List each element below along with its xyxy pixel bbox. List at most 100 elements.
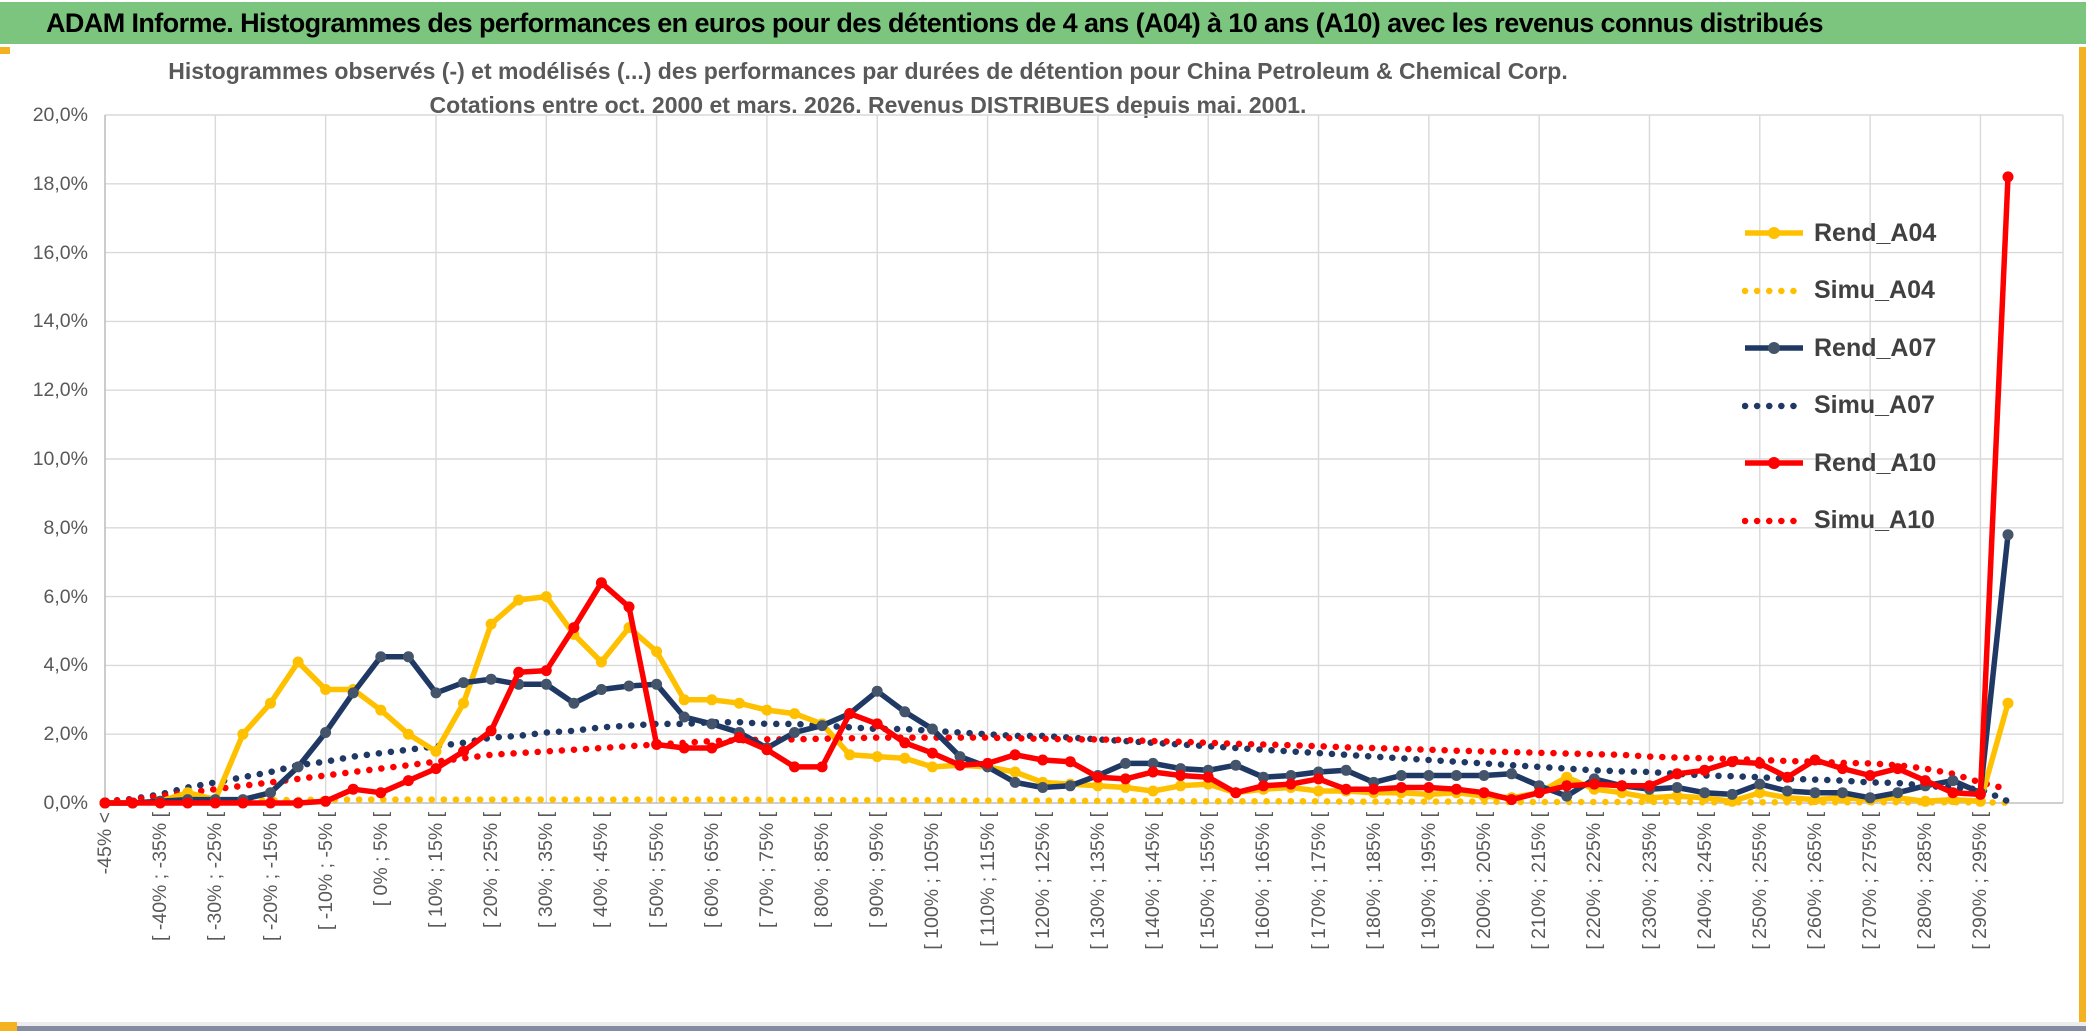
marker-Rend_A07 [1285, 770, 1297, 781]
marker-Rend_A07 [1561, 790, 1573, 802]
marker-Rend_A04 [844, 749, 856, 761]
x-tick-label: [ 200% ; 205% [ [1473, 812, 1495, 950]
marker-Rend_A10 [1037, 754, 1049, 766]
series-line-Rend_A07 [105, 534, 2011, 806]
marker-Rend_A07 [1781, 785, 1793, 797]
marker-Rend_A07 [816, 720, 828, 732]
marker-Rend_A10 [595, 577, 607, 589]
x-tick-label: [ 80% ; 85% [ [811, 812, 834, 928]
marker-Rend_A07 [568, 697, 580, 709]
marker-Rend_A04 [1147, 785, 1159, 797]
x-tick-label: [ -40% ; -35% [ [149, 812, 172, 941]
x-tick-label: [ 30% ; 35% [ [535, 812, 558, 928]
marker-Rend_A10 [265, 797, 276, 809]
y-tick-label: 10,0% [32, 448, 88, 470]
x-tick-label: [ 40% ; 45% [ [590, 812, 613, 928]
y-tick-label: 20,0% [32, 104, 88, 126]
legend-item-Simu_A04[interactable]: Simu_A04 [1742, 276, 1935, 306]
marker-Rend_A04 [789, 708, 800, 720]
marker-Rend_A10 [513, 666, 525, 678]
marker-Rend_A07 [1837, 787, 1848, 799]
legend-item-Simu_A10[interactable]: Simu_A10 [1742, 506, 1935, 536]
marker-Rend_A04 [1009, 766, 1021, 778]
marker-Rend_A10 [292, 797, 304, 809]
marker-Rend_A10 [1616, 780, 1628, 792]
marker-Rend_A10 [1947, 787, 1959, 799]
x-tick-label: [ 290% ; 295% [ [1969, 812, 1992, 950]
x-tick-label: -45% < [94, 812, 116, 875]
marker-Rend_A10 [2002, 171, 2014, 183]
y-tick-label: 2,0% [43, 723, 88, 746]
marker-Rend_A07 [292, 761, 304, 773]
marker-Rend_A07 [899, 706, 911, 718]
x-tick-label: [ 110% ; 115% [ [976, 812, 999, 947]
marker-Rend_A04 [1120, 782, 1131, 793]
marker-Rend_A04 [871, 751, 883, 763]
marker-Rend_A10 [926, 747, 938, 759]
x-tick-label: [ 130% ; 135% [ [1086, 812, 1109, 950]
marker-Rend_A10 [209, 797, 221, 809]
marker-Rend_A10 [706, 742, 718, 754]
marker-Rend_A10 [568, 622, 580, 634]
x-tick-label: [ 180% ; 185% [ [1362, 812, 1385, 950]
marker-Rend_A10 [154, 797, 166, 809]
x-tick-label: [ 220% ; 225% [ [1583, 812, 1606, 950]
marker-Rend_A10 [1423, 782, 1435, 793]
marker-Rend_A10 [1837, 763, 1848, 775]
marker-Rend_A07 [651, 678, 663, 690]
x-tick-label: [ -30% ; -25% [ [204, 812, 227, 941]
marker-Rend_A10 [1450, 783, 1462, 795]
marker-Rend_A10 [1974, 788, 1986, 800]
legend-item-Rend_A04[interactable]: Rend_A04 [1742, 218, 1936, 248]
marker-Rend_A10 [1257, 780, 1269, 792]
marker-Rend_A04 [1754, 787, 1766, 799]
marker-Rend_A10 [789, 761, 800, 773]
marker-Rend_A10 [1064, 756, 1076, 768]
marker-Rend_A04 [595, 656, 607, 668]
marker-Rend_A07 [1947, 775, 1959, 787]
legend-sample-solid-icon [1745, 457, 1803, 469]
y-tick-label: 6,0% [43, 585, 88, 608]
x-tick-label: [ 0% ; 5% [ [369, 812, 392, 907]
marker-Rend_A04 [678, 694, 690, 706]
marker-Rend_A10 [1892, 763, 1904, 775]
x-tick-label: [ 60% ; 65% [ [700, 812, 723, 928]
marker-Rend_A07 [1147, 757, 1159, 769]
marker-Rend_A04 [458, 697, 469, 709]
marker-Rend_A07 [1754, 778, 1766, 790]
bottom-left-accent-mark [0, 1022, 17, 1031]
marker-Rend_A07 [430, 687, 442, 699]
marker-Rend_A07 [871, 685, 883, 697]
marker-Rend_A10 [651, 739, 663, 750]
marker-Rend_A10 [182, 797, 194, 809]
marker-Rend_A10 [127, 797, 139, 809]
marker-Rend_A10 [816, 761, 828, 773]
marker-Rend_A07 [595, 684, 607, 695]
marker-Rend_A10 [1671, 768, 1683, 780]
marker-Rend_A07 [1423, 770, 1435, 781]
legend-item-Rend_A07[interactable]: Rend_A07 [1742, 333, 1936, 363]
y-tick-label: 14,0% [32, 310, 88, 333]
marker-Rend_A07 [375, 651, 387, 663]
marker-Rend_A07 [1506, 768, 1518, 780]
x-tick-label: [ 140% ; 145% [ [1142, 812, 1164, 950]
marker-Rend_A07 [1009, 776, 1021, 788]
bottom-strip [0, 1022, 2086, 1026]
marker-Rend_A10 [1478, 787, 1490, 799]
marker-Rend_A04 [1919, 795, 1931, 807]
left-accent-mark [0, 47, 10, 54]
x-tick-label: [ 260% ; 265% [ [1804, 812, 1826, 950]
legend-item-Rend_A10[interactable]: Rend_A10 [1742, 448, 1936, 478]
marker-Rend_A04 [375, 704, 387, 716]
marker-Rend_A07 [1726, 788, 1738, 800]
marker-Rend_A04 [761, 704, 773, 716]
marker-Rend_A07 [1395, 770, 1407, 781]
legend-item-Simu_A07[interactable]: Simu_A07 [1742, 391, 1935, 421]
marker-Rend_A10 [1313, 773, 1324, 785]
x-tick-label: [ 100% ; 105% [ [921, 812, 944, 950]
legend-marker [1768, 227, 1780, 239]
slide-title-bar: ADAM Informe. Histogrammes des performan… [0, 2, 2086, 44]
x-tick-label: [ 120% ; 125% [ [1031, 812, 1054, 950]
marker-Rend_A04 [651, 646, 663, 658]
